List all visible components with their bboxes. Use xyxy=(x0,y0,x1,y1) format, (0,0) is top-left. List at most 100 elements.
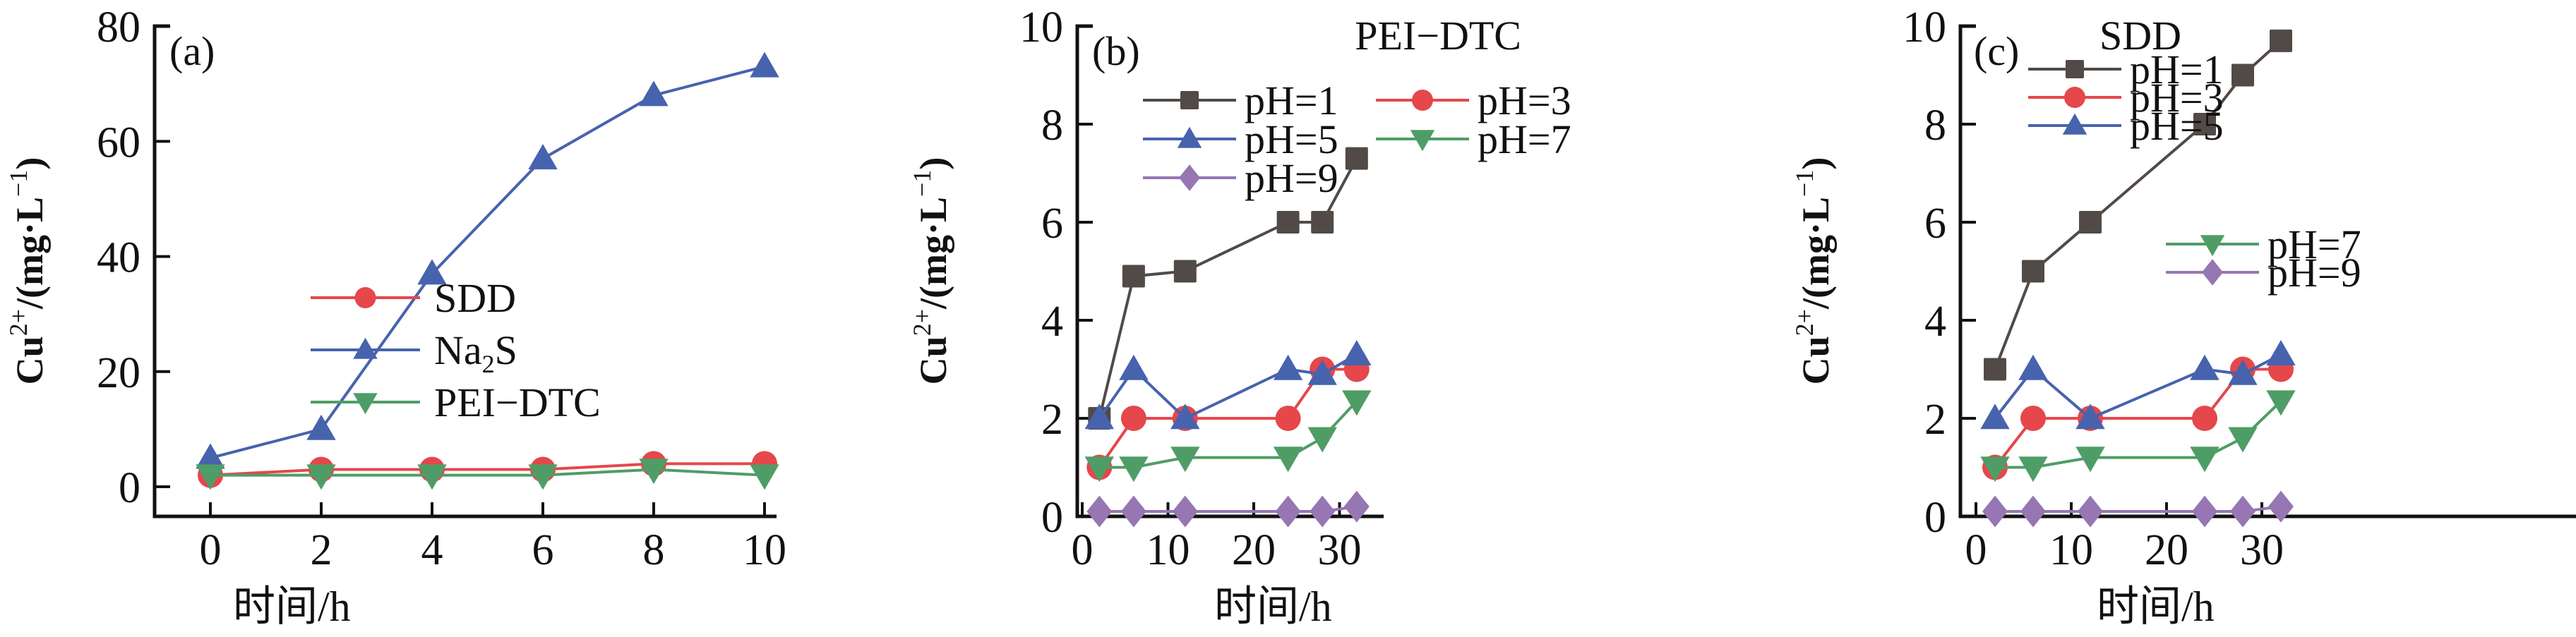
legend-label: pH=9 xyxy=(1245,155,1338,201)
data-point xyxy=(2079,211,2102,233)
data-point xyxy=(1980,404,2010,430)
data-point xyxy=(1170,404,1200,430)
y-axis-label-base: Cu xyxy=(1795,336,1837,384)
y-axis-label-sup: 2+ xyxy=(1790,309,1819,336)
legend-label-end: S xyxy=(495,327,517,373)
data-point xyxy=(196,464,225,490)
series-sdd xyxy=(198,451,777,488)
legend-label: pH=3 xyxy=(2130,75,2224,121)
panel-title: SDD xyxy=(2099,13,2181,59)
y-tick-label: 20 xyxy=(97,349,140,397)
y-tick-label: 10 xyxy=(1903,4,1946,51)
series-ph-7 xyxy=(1084,390,1372,483)
panel-label: (a) xyxy=(169,28,215,74)
data-point xyxy=(639,80,669,107)
legend-item: pH=1 xyxy=(1143,78,1338,123)
data-point xyxy=(1980,456,2010,483)
legend-label-sub: 2 xyxy=(482,350,495,378)
data-point xyxy=(2193,113,2216,135)
legend-label: pH=5 xyxy=(1245,116,1338,162)
legend-label: PEI−DTC xyxy=(434,380,601,425)
data-point xyxy=(2078,495,2103,528)
x-tick-label: 30 xyxy=(1318,526,1362,574)
data-point xyxy=(417,464,447,490)
y-tick-label: 10 xyxy=(1019,4,1063,51)
legend-item: pH=5 xyxy=(2028,103,2224,149)
legend-item: PEI−DTC xyxy=(311,380,601,425)
y-axis-label-base: Cu xyxy=(8,336,51,384)
legend-marker xyxy=(2200,235,2225,257)
data-point xyxy=(1172,495,1198,528)
y-tick-label: 60 xyxy=(97,119,140,166)
data-point xyxy=(2018,354,2048,380)
y-axis-label-sup2: −1 xyxy=(1790,170,1819,197)
data-point xyxy=(1173,260,1197,283)
data-point xyxy=(1119,354,1149,380)
y-axis-label-unit: /(mg·L xyxy=(8,197,51,310)
y-axis-label-close: ) xyxy=(8,157,51,170)
x-axis-label: 时间/h xyxy=(1214,583,1332,630)
data-point xyxy=(2230,495,2256,528)
y-tick-label: 0 xyxy=(1041,494,1063,542)
legend-item: pH=9 xyxy=(1143,155,1338,201)
data-point xyxy=(750,464,779,490)
panel-c: 0 2 4 6 8 10 0 10 20 30 (c) SDD 时间/h Cu2+/(mg·L−1) pH=… xyxy=(1790,4,2576,630)
y-axis-label: Cu2+/(mg·L−1) xyxy=(908,157,954,385)
legend-marker xyxy=(2066,60,2084,78)
data-point xyxy=(2192,495,2217,528)
legend-item: pH=3 xyxy=(1376,78,1571,123)
y-axis-label-close: ) xyxy=(1795,157,1837,170)
y-tick-label: 4 xyxy=(1924,298,1946,346)
data-point xyxy=(2270,29,2292,52)
x-tick-label: 8 xyxy=(643,526,665,574)
series-ph-7 xyxy=(1980,390,2296,483)
data-point xyxy=(417,259,447,285)
data-point xyxy=(1982,495,2008,528)
legend-label: pH=1 xyxy=(1245,78,1338,123)
panel-b: 0 2 4 6 8 10 0 10 20 30 (b) PEI−DTC 时间/h Cu2+/(mg·L−1… xyxy=(908,4,1571,630)
legend-marker xyxy=(2202,259,2223,286)
y-axis-label-sup: 2+ xyxy=(4,309,32,336)
x-tick-label: 0 xyxy=(200,526,222,574)
data-point xyxy=(1275,406,1301,431)
x-tick-label: 0 xyxy=(1072,526,1094,574)
y-tick-label: 6 xyxy=(1041,200,1063,248)
legend-item: pH=3 xyxy=(2028,75,2224,121)
data-point xyxy=(1276,211,1300,233)
data-point xyxy=(1273,354,1303,380)
series-line xyxy=(210,462,765,477)
legend-item: pH=9 xyxy=(2166,250,2361,296)
x-tick-label: 6 xyxy=(532,526,554,574)
series-ph-9 xyxy=(1086,490,1370,528)
data-point xyxy=(2266,390,2296,416)
legend-item: pH=1 xyxy=(2028,47,2224,92)
data-point xyxy=(1307,359,1337,385)
legend-label: SDD xyxy=(434,275,516,321)
x-tick-label: 20 xyxy=(1232,526,1276,574)
data-point xyxy=(1311,211,1334,233)
x-tick-label: 30 xyxy=(2240,526,2284,574)
legend-marker xyxy=(2062,113,2087,135)
data-point xyxy=(528,464,558,490)
y-axis-label-close: ) xyxy=(912,157,954,170)
y-tick-label: 8 xyxy=(1924,102,1946,150)
data-point xyxy=(1307,427,1337,453)
y-axis-label: Cu2+/(mg·L−1) xyxy=(4,157,51,385)
panel-label: (b) xyxy=(1092,28,1140,74)
data-point xyxy=(2075,404,2105,430)
series-ph-9 xyxy=(1982,490,2294,528)
x-tick-label: 4 xyxy=(421,526,443,574)
legend-label-base: Na xyxy=(434,327,482,373)
legend-marker xyxy=(1179,164,1200,191)
y-axis-label-unit: /(mg·L xyxy=(1795,197,1837,310)
data-point xyxy=(639,459,669,485)
data-point xyxy=(1342,390,1372,416)
series-ph-1 xyxy=(1984,29,2292,381)
data-point xyxy=(2022,260,2044,283)
data-point xyxy=(2266,339,2296,365)
y-axis-label-sup: 2+ xyxy=(908,309,936,336)
legend-item: pH=7 xyxy=(1376,116,1571,162)
data-point xyxy=(2020,406,2046,431)
x-tick-label: 20 xyxy=(2145,526,2188,574)
series-line xyxy=(210,65,765,460)
